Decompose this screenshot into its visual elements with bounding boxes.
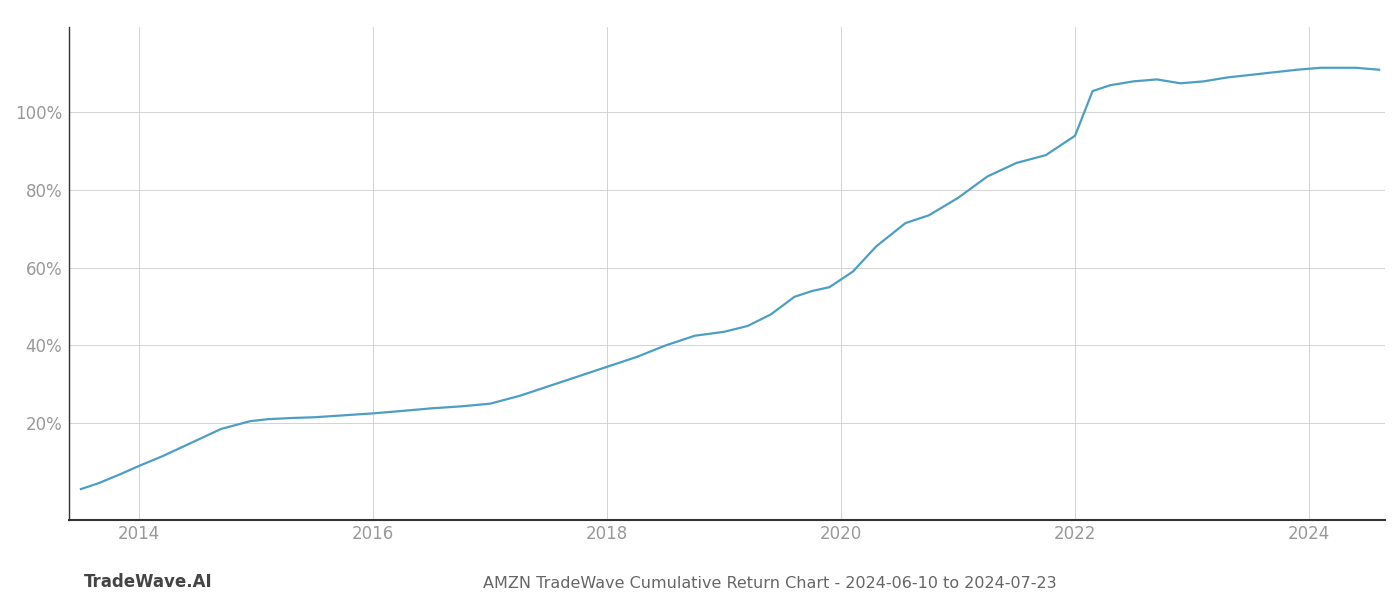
Text: AMZN TradeWave Cumulative Return Chart - 2024-06-10 to 2024-07-23: AMZN TradeWave Cumulative Return Chart -… xyxy=(483,576,1057,591)
Text: TradeWave.AI: TradeWave.AI xyxy=(84,573,213,591)
